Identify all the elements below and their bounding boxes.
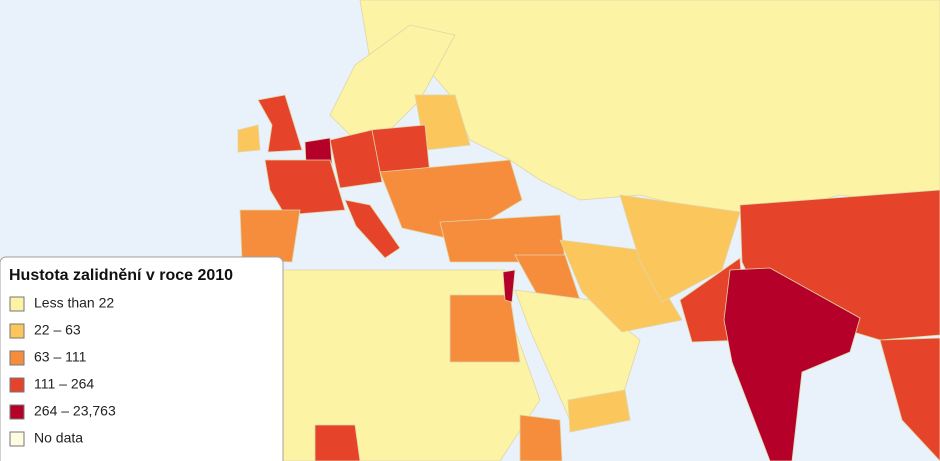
legend-label[interactable]: 63 – 111 xyxy=(34,349,87,365)
legend-title: Hustota zalidnění v roce 2010 xyxy=(9,267,233,284)
legend-label[interactable]: No data xyxy=(34,430,83,446)
legend-swatch xyxy=(9,296,25,312)
legend-label[interactable]: 22 – 63 xyxy=(34,322,81,338)
legend-swatch xyxy=(9,350,25,366)
legend-swatch xyxy=(9,431,25,447)
countries xyxy=(237,0,940,461)
legend: Hustota zalidnění v roce 2010 Less than … xyxy=(0,256,284,461)
legend-box xyxy=(0,256,284,461)
legend-swatch xyxy=(9,323,25,339)
legend-label[interactable]: Less than 22 xyxy=(34,295,114,311)
legend-swatch xyxy=(9,404,25,420)
legend-label[interactable]: 264 – 23,763 xyxy=(34,403,116,419)
legend-swatch xyxy=(9,377,25,393)
legend-label[interactable]: 111 – 264 xyxy=(34,376,94,392)
